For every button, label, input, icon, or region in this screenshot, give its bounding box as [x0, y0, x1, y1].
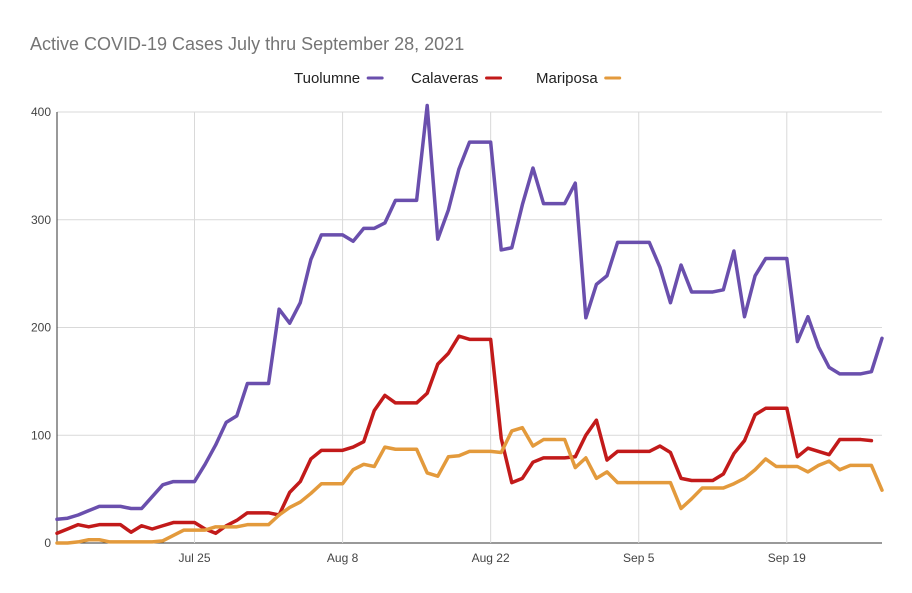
gridlines — [57, 111, 882, 544]
series-line-mariposa — [55, 425, 884, 545]
legend-label-tuolumne: Tuolumne — [294, 70, 360, 87]
chart-title: Active COVID-19 Cases July thru Septembe… — [30, 34, 464, 54]
axes: 0 100 200 300 400 Jul 25 Aug 8 Aug 22 Sep 5 Sep 1… — [31, 105, 806, 565]
legend-label-mariposa: Mariposa — [536, 70, 598, 87]
x-tick-label: Sep 19 — [768, 551, 806, 565]
x-tick-label: Aug 22 — [472, 551, 510, 565]
legend: Tuolumne Calaveras Mariposa — [294, 70, 622, 87]
y-tick-label: 200 — [31, 321, 51, 335]
series-line-tuolumne — [55, 103, 884, 522]
x-tick-label: Sep 5 — [623, 551, 655, 565]
y-tick-label: 300 — [31, 213, 51, 227]
series-lines — [55, 103, 884, 545]
x-tick-label: Aug 8 — [327, 551, 359, 565]
y-tick-label: 0 — [44, 536, 51, 550]
series-line-calaveras — [55, 334, 874, 536]
x-tick-label: Jul 25 — [178, 551, 210, 565]
y-tick-label: 100 — [31, 428, 51, 442]
y-tick-label: 400 — [31, 105, 51, 119]
legend-label-calaveras: Calaveras — [411, 70, 479, 87]
